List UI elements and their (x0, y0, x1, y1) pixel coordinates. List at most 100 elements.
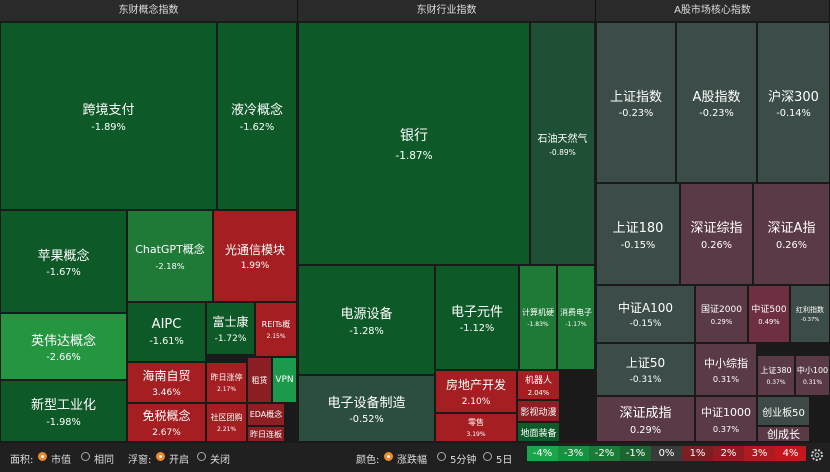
tile-name: 跨境支付 (82, 103, 135, 119)
tile[interactable]: 消费电子 -1.17% (557, 265, 595, 370)
tile[interactable]: 免税概念 2.67% (127, 403, 206, 442)
tile[interactable]: 国证2000 0.29% (695, 285, 748, 343)
tile[interactable]: 创成长 (757, 426, 810, 442)
option[interactable]: 关闭 (210, 455, 230, 466)
option[interactable]: 相同 (94, 455, 114, 466)
tile[interactable]: 昨日涨停 2.17% (206, 362, 247, 403)
tile[interactable]: 电子设备制造 -0.52% (298, 375, 435, 442)
radio[interactable] (197, 452, 206, 461)
tile[interactable]: 富士康 -1.72% (206, 302, 255, 355)
tile-name: 影视动漫 (520, 407, 557, 418)
tile[interactable]: 光通信模块 1.99% (213, 210, 297, 302)
tile[interactable]: 社区团购 2.21% (206, 403, 247, 442)
tile[interactable]: VPN (272, 357, 297, 403)
option[interactable]: 涨跌幅 (397, 455, 427, 466)
tile-name: 光通信模块 (224, 242, 285, 257)
option[interactable]: 市值 (51, 455, 71, 466)
tile-name: 深证综指 (690, 221, 743, 237)
tile[interactable]: 机器人 2.04% (517, 370, 560, 400)
settings-icon[interactable] (810, 448, 824, 462)
tile-change: 2.17% (216, 385, 237, 393)
tile[interactable]: 创业板50 (757, 396, 810, 426)
legend-chip: -2% (589, 446, 620, 461)
tile[interactable]: 零售 3.19% (435, 413, 517, 442)
tile[interactable]: 海南自贸 3.46% (127, 362, 206, 403)
tile[interactable]: 新型工业化 -1.98% (0, 380, 127, 442)
radio[interactable] (384, 452, 393, 461)
tile[interactable]: 沪深300 -0.14% (757, 22, 830, 183)
tile-change: -2.66% (46, 352, 81, 364)
tile-name: REITs概 (261, 320, 291, 330)
tile-name: 国证2000 (701, 305, 742, 316)
tile-change: 0.37% (766, 378, 786, 386)
panel-title: 东财行业指数 (298, 0, 596, 21)
tile[interactable]: EDA概念 (247, 403, 285, 426)
tile[interactable]: REITs概 2.15% (255, 302, 297, 357)
tile-change: -1.17% (565, 320, 587, 328)
radio[interactable] (81, 452, 90, 461)
tile[interactable]: 石油天然气 -0.89% (530, 22, 595, 265)
tile-change: 0.37% (712, 423, 740, 434)
tile[interactable]: 电子元件 -1.12% (435, 265, 519, 370)
tile-name: 中小综指 (704, 356, 748, 370)
tile-name: 计算机硬 (522, 308, 554, 318)
tile-name: AIPC (151, 317, 182, 333)
tile-change: -0.89% (549, 148, 576, 157)
tile[interactable]: 深证成指 0.29% (596, 396, 695, 442)
tile[interactable]: 苹果概念 -1.67% (0, 210, 127, 313)
tile-change: 2.21% (216, 425, 237, 433)
tile-name: 红利指数 (796, 305, 824, 314)
tile[interactable]: 中证1000 0.37% (695, 396, 757, 442)
radio[interactable] (483, 452, 492, 461)
tile-change: -1.67% (46, 267, 81, 279)
tile[interactable]: 上证指数 -0.23% (596, 22, 676, 183)
tile[interactable]: 英伟达概念 -2.66% (0, 313, 127, 380)
radio[interactable] (156, 452, 165, 461)
tile[interactable]: AIPC -1.61% (127, 302, 206, 362)
tile[interactable]: 影视动漫 (517, 400, 560, 422)
tile[interactable]: 中证500 0.49% (748, 285, 790, 343)
tile-change: -0.14% (776, 108, 811, 120)
tile-change: -1.12% (459, 323, 495, 335)
tile[interactable]: 房地产开发 2.10% (435, 370, 517, 413)
tile-name: 昨日涨停 (210, 373, 243, 383)
tile-name: 海南自贸 (142, 369, 191, 384)
tile[interactable]: 跨境支付 -1.89% (0, 22, 217, 210)
tile[interactable]: 上证50 -0.31% (596, 343, 695, 396)
tile-change: -0.23% (618, 108, 654, 120)
radio[interactable] (437, 452, 446, 461)
tile[interactable]: 地面装备 (517, 422, 560, 442)
tile-name: 昨日连板 (250, 429, 282, 439)
tile-name: 英伟达概念 (30, 333, 96, 349)
tile[interactable]: 中小100 0.31% (795, 355, 830, 396)
tile-name: 中证1000 (701, 406, 751, 420)
tile[interactable]: 上证180 -0.15% (596, 183, 680, 285)
tile[interactable]: 计算机硬 -1.83% (519, 265, 557, 370)
tile[interactable]: A股指数 -0.23% (676, 22, 757, 183)
tile-name: 深证成指 (619, 406, 672, 422)
tile[interactable]: 昨日连板 (247, 426, 285, 442)
tile-name: 电子设备制造 (327, 395, 406, 411)
tile[interactable]: 上证380 0.37% (757, 355, 795, 396)
tile[interactable]: 中证A100 -0.15% (596, 285, 695, 343)
tile[interactable]: ChatGPT概念 -2.18% (127, 210, 213, 302)
option[interactable]: 5日 (496, 455, 513, 466)
tile[interactable]: 银行 -1.87% (298, 22, 530, 265)
tile[interactable]: 液冷概念 -1.62% (217, 22, 297, 210)
tile-name: 上证180 (612, 221, 664, 237)
tile[interactable]: 深证A指 0.26% (753, 183, 830, 285)
tile[interactable]: 红利指数 -0.37% (790, 285, 830, 343)
tile[interactable]: 中小综指 0.31% (695, 343, 757, 396)
tile-change: 2.67% (152, 427, 181, 438)
tile-change: 2.04% (527, 388, 550, 397)
tile[interactable]: 租赁 (247, 357, 272, 403)
option[interactable]: 5分钟 (450, 455, 477, 466)
tile-change: 0.26% (701, 239, 732, 251)
option[interactable]: 开启 (169, 455, 189, 466)
radio[interactable] (38, 452, 47, 461)
tile-name: 创成长 (767, 428, 800, 441)
tile-name: ChatGPT概念 (135, 243, 205, 257)
tile-change: 2.15% (266, 332, 286, 340)
tile[interactable]: 深证综指 0.26% (680, 183, 753, 285)
tile[interactable]: 电源设备 -1.28% (298, 265, 435, 375)
